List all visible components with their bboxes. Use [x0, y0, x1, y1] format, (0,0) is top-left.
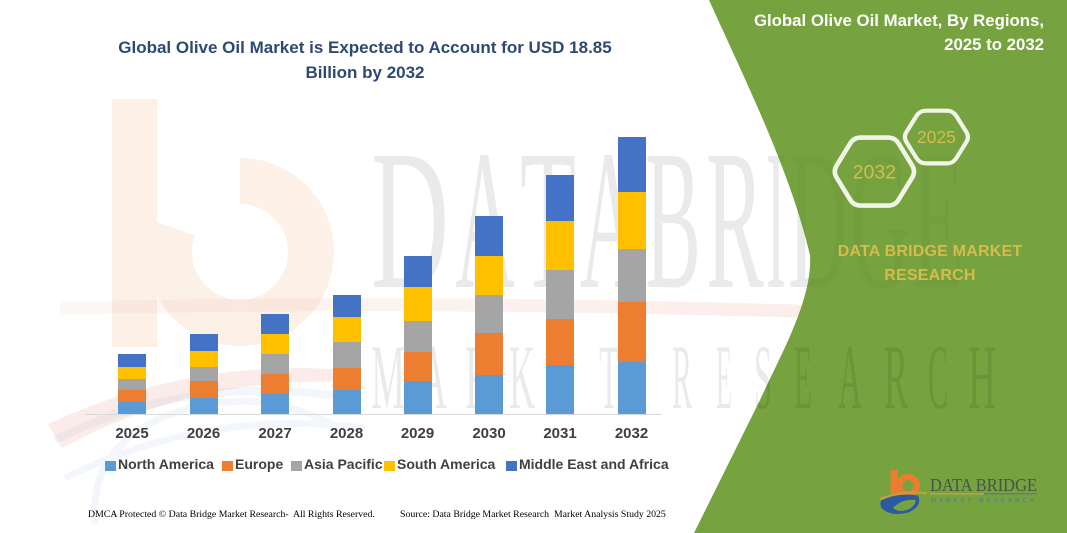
svg-text:MARKET RESEARCH: MARKET RESEARCH	[931, 499, 1037, 505]
svg-text:R: R	[672, 326, 692, 428]
svg-text:M: M	[371, 326, 405, 428]
svg-text:K: K	[509, 326, 535, 428]
svg-text:R: R	[706, 110, 764, 331]
svg-text:S: S	[754, 326, 772, 428]
svg-text:B: B	[645, 110, 701, 331]
svg-text:T: T	[599, 326, 619, 428]
svg-text:R: R	[884, 326, 908, 428]
svg-text:C: C	[928, 326, 948, 428]
svg-text:H: H	[968, 326, 996, 428]
svg-text:I: I	[766, 110, 786, 331]
svg-text:D: D	[788, 110, 848, 331]
svg-text:2032: 2032	[853, 161, 896, 183]
svg-text:E: E	[716, 326, 732, 428]
svg-text:I: I	[766, 110, 786, 331]
svg-text:R: R	[706, 110, 764, 331]
svg-text:DATA BRIDGE: DATA BRIDGE	[930, 475, 1037, 495]
svg-text:E: E	[794, 326, 812, 428]
svg-text:2025: 2025	[917, 127, 956, 147]
svg-text:B: B	[645, 110, 701, 331]
svg-text:A: A	[838, 326, 862, 428]
